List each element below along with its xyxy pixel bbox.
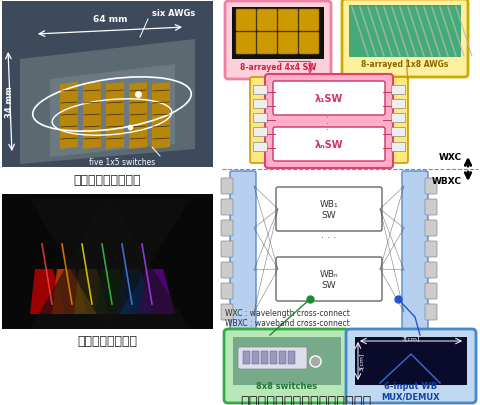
Text: 3[cm]: 3[cm] <box>359 352 364 370</box>
FancyBboxPatch shape <box>425 241 437 257</box>
FancyBboxPatch shape <box>221 220 233 237</box>
FancyBboxPatch shape <box>221 284 233 299</box>
FancyBboxPatch shape <box>2 194 213 329</box>
FancyBboxPatch shape <box>342 0 468 78</box>
FancyBboxPatch shape <box>2 2 213 168</box>
FancyBboxPatch shape <box>221 200 233 215</box>
Text: WB₁
SW: WB₁ SW <box>320 200 338 219</box>
FancyBboxPatch shape <box>276 257 382 301</box>
FancyBboxPatch shape <box>257 33 277 55</box>
Text: アレー導波路格子: アレー導波路格子 <box>77 334 137 347</box>
Polygon shape <box>20 40 195 164</box>
Polygon shape <box>83 83 101 149</box>
FancyBboxPatch shape <box>278 10 298 32</box>
Text: 8x8 switches: 8x8 switches <box>256 381 318 390</box>
FancyBboxPatch shape <box>270 351 277 364</box>
Text: 7[cm]: 7[cm] <box>402 335 420 340</box>
Text: λ₁SW: λ₁SW <box>315 94 343 104</box>
Polygon shape <box>118 269 153 314</box>
FancyBboxPatch shape <box>299 33 319 55</box>
Polygon shape <box>52 269 87 314</box>
FancyBboxPatch shape <box>278 33 298 55</box>
FancyBboxPatch shape <box>236 33 256 55</box>
FancyBboxPatch shape <box>425 220 437 237</box>
FancyBboxPatch shape <box>250 78 270 164</box>
Polygon shape <box>30 200 190 329</box>
FancyBboxPatch shape <box>261 351 268 364</box>
Polygon shape <box>106 83 124 149</box>
FancyBboxPatch shape <box>355 337 467 385</box>
FancyBboxPatch shape <box>346 329 476 403</box>
FancyBboxPatch shape <box>253 100 267 109</box>
FancyBboxPatch shape <box>230 172 256 330</box>
Polygon shape <box>96 269 131 314</box>
FancyBboxPatch shape <box>388 78 408 164</box>
FancyBboxPatch shape <box>257 10 277 32</box>
Polygon shape <box>140 269 175 314</box>
FancyBboxPatch shape <box>425 284 437 299</box>
FancyBboxPatch shape <box>425 179 437 194</box>
Polygon shape <box>30 269 65 314</box>
FancyBboxPatch shape <box>391 86 405 95</box>
Polygon shape <box>152 83 170 149</box>
Text: WXC : wavelength cross-connect: WXC : wavelength cross-connect <box>225 308 350 317</box>
Polygon shape <box>60 83 78 149</box>
FancyBboxPatch shape <box>276 188 382 231</box>
Text: · · ·: · · · <box>322 232 336 243</box>
Text: WBXC: WBXC <box>432 177 462 186</box>
FancyBboxPatch shape <box>221 241 233 257</box>
FancyBboxPatch shape <box>265 75 393 168</box>
FancyBboxPatch shape <box>391 143 405 151</box>
Polygon shape <box>129 83 147 149</box>
FancyBboxPatch shape <box>402 172 428 330</box>
FancyBboxPatch shape <box>252 351 259 364</box>
FancyBboxPatch shape <box>221 179 233 194</box>
FancyBboxPatch shape <box>253 114 267 123</box>
FancyBboxPatch shape <box>299 10 319 32</box>
Text: 6-input WB
MUX/DEMUX: 6-input WB MUX/DEMUX <box>382 381 440 401</box>
Text: 8-arrayed 1x8 AWGs: 8-arrayed 1x8 AWGs <box>361 60 449 69</box>
Text: WBXC : waveband cross-connect: WBXC : waveband cross-connect <box>225 318 350 327</box>
FancyBboxPatch shape <box>232 8 324 60</box>
Text: 8-arrayed 4x4 SW: 8-arrayed 4x4 SW <box>240 63 316 72</box>
FancyBboxPatch shape <box>243 351 250 364</box>
FancyBboxPatch shape <box>391 128 405 136</box>
Text: 波長群選択スイッチ: 波長群選択スイッチ <box>73 174 141 187</box>
FancyBboxPatch shape <box>221 262 233 278</box>
Text: 64 mm: 64 mm <box>93 15 127 24</box>
FancyBboxPatch shape <box>349 6 461 58</box>
FancyBboxPatch shape <box>224 329 350 403</box>
FancyBboxPatch shape <box>273 82 385 116</box>
FancyBboxPatch shape <box>253 128 267 136</box>
FancyBboxPatch shape <box>238 347 307 369</box>
Polygon shape <box>74 269 109 314</box>
FancyBboxPatch shape <box>233 337 341 385</box>
Text: 34 mm: 34 mm <box>5 86 14 117</box>
Text: WXC: WXC <box>439 153 462 162</box>
Polygon shape <box>30 200 190 329</box>
Text: λₙSW: λₙSW <box>315 140 343 149</box>
Text: five 1x5 switches: five 1x5 switches <box>89 158 155 166</box>
FancyBboxPatch shape <box>273 128 385 162</box>
Text: · · ·: · · · <box>324 114 334 129</box>
Text: six AWGs: six AWGs <box>152 9 195 18</box>
FancyBboxPatch shape <box>391 114 405 123</box>
FancyBboxPatch shape <box>279 351 286 364</box>
Text: 光パスリングネットワークノード: 光パスリングネットワークノード <box>240 394 371 405</box>
FancyBboxPatch shape <box>253 86 267 95</box>
Polygon shape <box>50 65 175 158</box>
FancyBboxPatch shape <box>391 100 405 109</box>
FancyBboxPatch shape <box>221 304 233 320</box>
FancyBboxPatch shape <box>253 143 267 151</box>
FancyBboxPatch shape <box>225 2 331 80</box>
FancyBboxPatch shape <box>288 351 295 364</box>
FancyBboxPatch shape <box>425 262 437 278</box>
FancyBboxPatch shape <box>236 10 256 32</box>
FancyBboxPatch shape <box>425 200 437 215</box>
FancyBboxPatch shape <box>425 304 437 320</box>
Text: WBₙ
SW: WBₙ SW <box>320 270 338 289</box>
